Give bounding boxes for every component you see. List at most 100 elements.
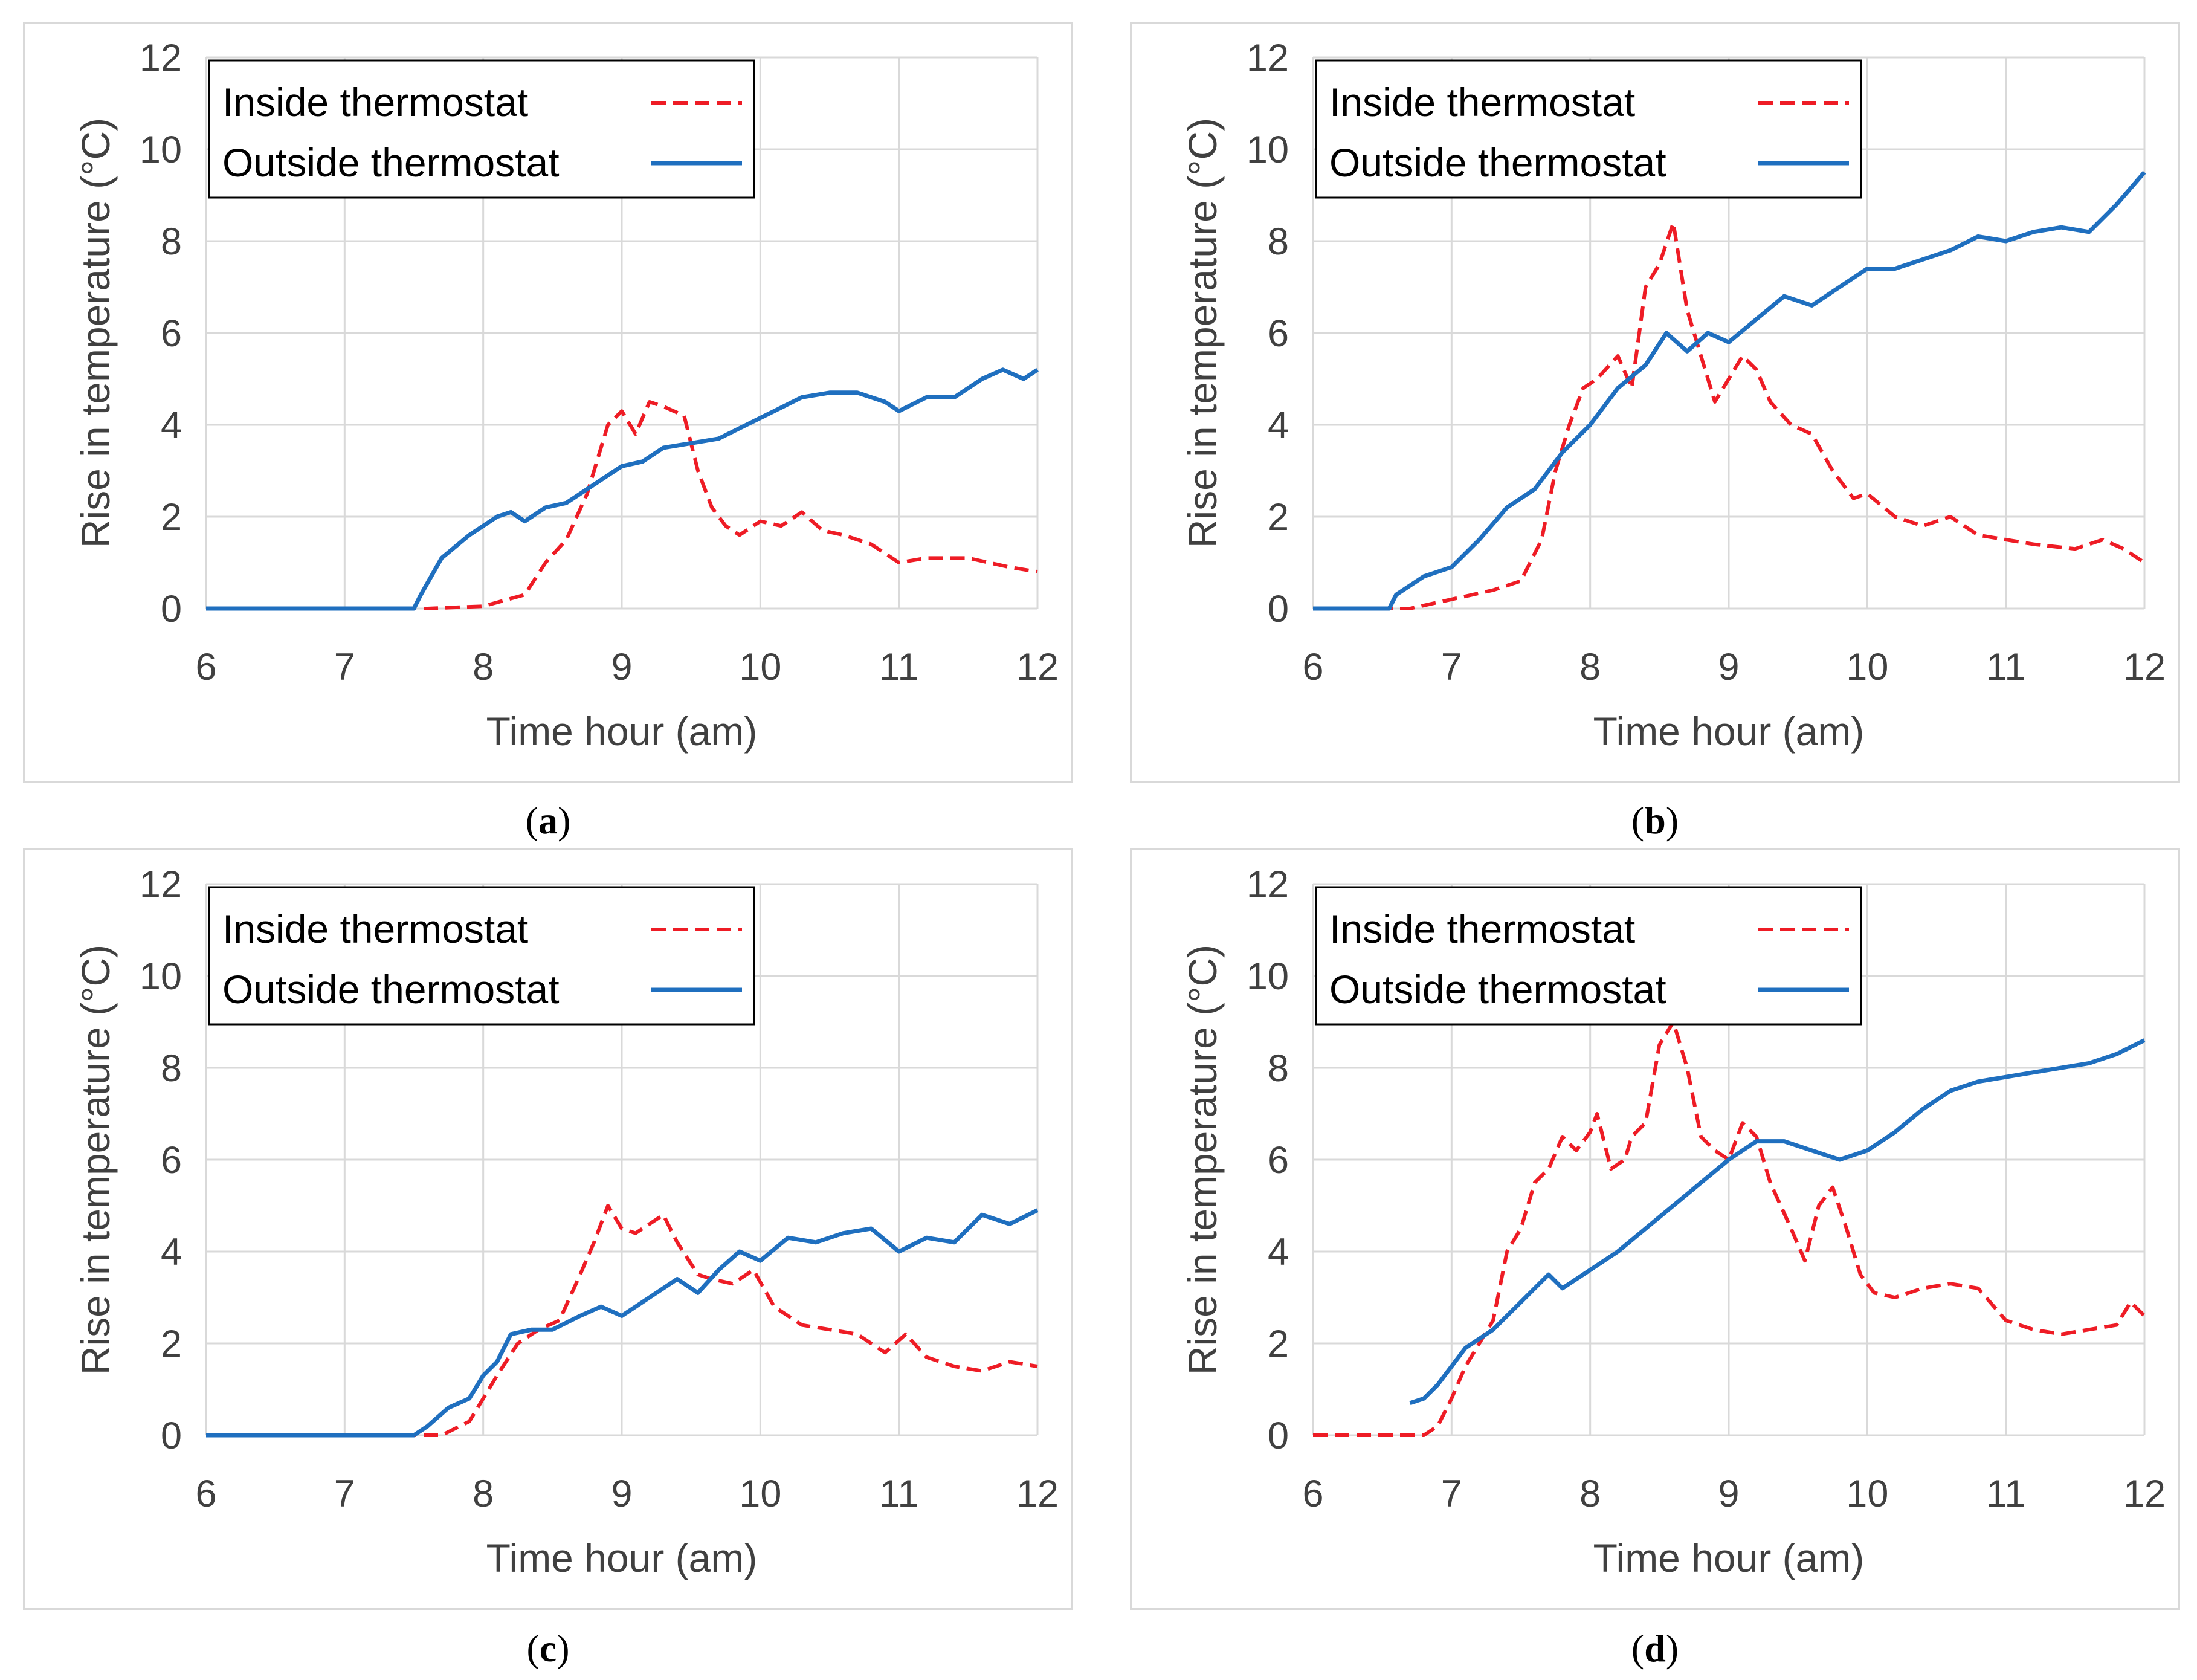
- chart-b-ytick-5: 10: [1247, 129, 1289, 171]
- caption-d-letter: d: [1644, 1627, 1666, 1670]
- chart-d-ytick-2: 4: [1268, 1231, 1289, 1273]
- chart-b-series-outside-line: [1313, 170, 2146, 611]
- chart-d-legend: [1315, 886, 1862, 1026]
- chart-a-ytick-0: 0: [161, 588, 182, 630]
- chart-b-ytick-0: 0: [1268, 588, 1289, 630]
- chart-d-xtick-4: 10: [1846, 1473, 1888, 1515]
- chart-a-series-inside-line: [206, 400, 1038, 610]
- caption-b-letter: b: [1644, 799, 1666, 842]
- chart-c-xtick-2: 8: [473, 1473, 494, 1515]
- chart-a-ylabel: Rise in temperature (°C): [73, 118, 118, 548]
- chart-a-xlabel: Time hour (am): [486, 709, 758, 754]
- chart-c-xtick-0: 6: [195, 1473, 216, 1515]
- chart-b-legend-label-0: Inside thermostat: [1329, 80, 1635, 124]
- chart-a-ytick-4: 8: [161, 221, 182, 263]
- chart-a-xtick-6: 12: [1016, 646, 1059, 688]
- chart-b-xtick-2: 8: [1579, 646, 1601, 688]
- chart-d-xtick-1: 7: [1441, 1473, 1462, 1515]
- chart-panel-d: 0 2 4 6 8 10 12 6 7 8 9 10 11 12 Time hour (am) Rise in…: [1130, 848, 2180, 1610]
- caption-c-letter: c: [539, 1627, 557, 1670]
- chart-a-ytick-3: 6: [161, 312, 182, 355]
- chart-a-ytick-2: 4: [161, 404, 182, 447]
- chart-c-xtick-4: 10: [739, 1473, 781, 1515]
- chart-a-legend: [208, 59, 755, 199]
- chart-b-svg: 0 2 4 6 8 10 12 6 7 8 9 10 11 12 Time hour (am) Rise in…: [1180, 37, 2166, 754]
- chart-a-xtick-1: 7: [334, 646, 355, 688]
- chart-b-legend-label-1: Outside thermostat: [1329, 140, 1666, 185]
- chart-c-ytick-5: 10: [140, 955, 182, 998]
- chart-c-ytick-1: 2: [161, 1323, 182, 1365]
- chart-a-legend-label-1: Outside thermostat: [222, 140, 560, 185]
- caption-c: (c): [526, 1627, 570, 1670]
- chart-d-ytick-1: 2: [1268, 1323, 1289, 1365]
- chart-d-ytick-0: 0: [1268, 1415, 1289, 1457]
- chart-b-ytick-3: 6: [1268, 312, 1289, 355]
- chart-d-ylabel: Rise in temperature (°C): [1180, 945, 1225, 1375]
- chart-b-ytick-2: 4: [1268, 404, 1289, 447]
- chart-d-ytick-4: 8: [1268, 1047, 1289, 1090]
- chart-b-ytick-1: 2: [1268, 496, 1289, 538]
- chart-a-xtick-3: 9: [611, 646, 632, 688]
- chart-a-xtick-5: 11: [879, 646, 918, 688]
- chart-c-xtick-6: 12: [1016, 1473, 1059, 1515]
- chart-c-xlabel: Time hour (am): [486, 1536, 758, 1580]
- chart-d-series-outside-line: [1409, 1038, 2146, 1406]
- caption-b: (b): [1631, 799, 1679, 842]
- chart-c-series-inside-line: [206, 1204, 1038, 1437]
- chart-a-ytick-6: 12: [140, 37, 182, 79]
- chart-a-legend-label-0: Inside thermostat: [222, 80, 528, 124]
- chart-d-xtick-3: 9: [1718, 1473, 1739, 1515]
- chart-b-ylabel: Rise in temperature (°C): [1180, 118, 1225, 548]
- chart-c-xtick-1: 7: [334, 1473, 355, 1515]
- chart-b-xtick-5: 11: [1986, 646, 2025, 688]
- chart-a-svg: 0 2 4 6 8 10 12 6 7 8 9 10 11 12 Time hour (am) Rise in…: [73, 37, 1059, 754]
- chart-d-xtick-6: 12: [2123, 1473, 2166, 1515]
- chart-d-ytick-5: 10: [1247, 955, 1289, 998]
- chart-b-series-inside-line: [1313, 221, 2146, 610]
- chart-d-xtick-5: 11: [1986, 1473, 2025, 1515]
- chart-d-svg: 0 2 4 6 8 10 12 6 7 8 9 10 11 12 Time hour (am) Rise in…: [1180, 864, 2166, 1580]
- chart-d-legend-label-0: Inside thermostat: [1329, 906, 1635, 951]
- chart-a-ytick-1: 2: [161, 496, 182, 538]
- chart-d-xlabel: Time hour (am): [1593, 1536, 1865, 1580]
- chart-c-legend-label-1: Outside thermostat: [222, 967, 560, 1012]
- chart-c-legend-label-0: Inside thermostat: [222, 906, 528, 951]
- chart-d-ytick-6: 12: [1247, 864, 1289, 906]
- chart-panel-c: 0 2 4 6 8 10 12 6 7 8 9 10 11 12 Time hour (am) Rise in…: [23, 848, 1073, 1610]
- chart-b-xlabel: Time hour (am): [1593, 709, 1865, 754]
- chart-c-series-outside-line: [206, 1208, 1039, 1438]
- chart-panel-a: 0 2 4 6 8 10 12 6 7 8 9 10 11 12 Time hour (am) Rise in…: [23, 22, 1073, 783]
- chart-b-xtick-0: 6: [1302, 646, 1323, 688]
- chart-b-xtick-6: 12: [2123, 646, 2166, 688]
- chart-d-legend-label-1: Outside thermostat: [1329, 967, 1666, 1012]
- chart-b-xtick-1: 7: [1441, 646, 1462, 688]
- chart-b-xtick-4: 10: [1846, 646, 1888, 688]
- caption-d: (d): [1631, 1627, 1679, 1670]
- chart-c-xtick-3: 9: [611, 1473, 632, 1515]
- chart-panel-b: 0 2 4 6 8 10 12 6 7 8 9 10 11 12 Time hour (am) Rise in…: [1130, 22, 2180, 783]
- chart-c-ylabel: Rise in temperature (°C): [73, 945, 118, 1375]
- chart-d-ytick-3: 6: [1268, 1139, 1289, 1181]
- chart-b-xtick-3: 9: [1718, 646, 1739, 688]
- chart-d-series-inside-line: [1313, 1020, 2146, 1437]
- chart-a-xtick-0: 6: [195, 646, 216, 688]
- chart-a-ytick-5: 10: [140, 129, 182, 171]
- chart-c-ytick-0: 0: [161, 1415, 182, 1457]
- chart-a-xtick-4: 10: [739, 646, 781, 688]
- chart-b-ytick-6: 12: [1247, 37, 1289, 79]
- chart-c-ytick-6: 12: [140, 864, 182, 906]
- chart-c-xtick-5: 11: [879, 1473, 918, 1515]
- chart-c-svg: 0 2 4 6 8 10 12 6 7 8 9 10 11 12 Time hour (am) Rise in…: [73, 864, 1059, 1580]
- chart-d-xtick-0: 6: [1302, 1473, 1323, 1515]
- chart-c-ytick-4: 8: [161, 1047, 182, 1090]
- caption-a: (a): [525, 799, 571, 842]
- chart-c-ytick-2: 4: [161, 1231, 182, 1273]
- chart-a-series-outside-line: [206, 367, 1039, 611]
- chart-d-xtick-2: 8: [1579, 1473, 1601, 1515]
- chart-b-legend: [1315, 59, 1862, 199]
- caption-a-letter: a: [538, 799, 558, 842]
- chart-b-ytick-4: 8: [1268, 221, 1289, 263]
- chart-c-ytick-3: 6: [161, 1139, 182, 1181]
- chart-c-legend: [208, 886, 755, 1026]
- chart-a-xtick-2: 8: [473, 646, 494, 688]
